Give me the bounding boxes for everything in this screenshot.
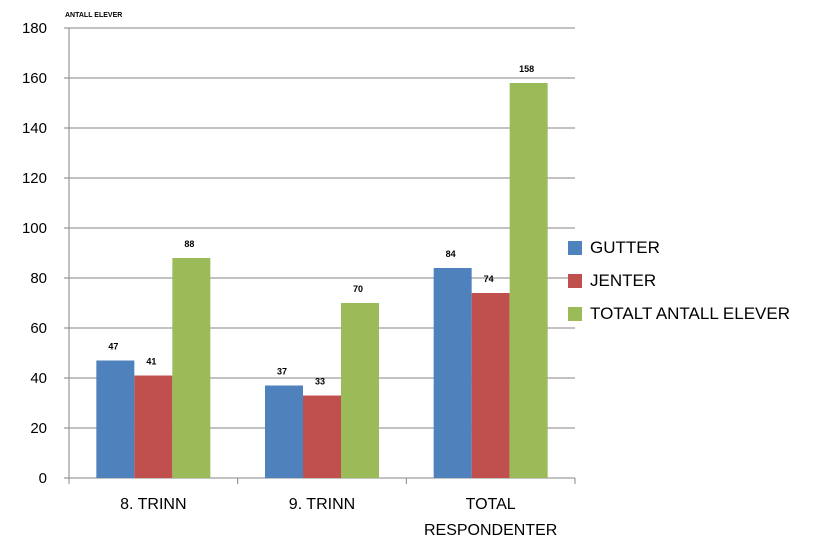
y-tick-label: 100 — [22, 220, 47, 237]
data-label: 70 — [353, 284, 363, 294]
category-label: RESPONDENTER — [424, 522, 557, 539]
bar-totalt-antall-elever — [341, 303, 379, 478]
data-label: 37 — [277, 367, 287, 377]
y-tick-label: 20 — [30, 420, 47, 437]
y-tick-label: 40 — [30, 370, 47, 387]
data-label: 158 — [519, 64, 534, 74]
legend-swatch — [568, 241, 582, 255]
legend-swatch — [568, 274, 582, 288]
y-tick-label: 120 — [22, 170, 47, 187]
y-tick-label: 140 — [22, 120, 47, 137]
bar-jenter — [303, 396, 341, 479]
category-label: 9. TRINN — [289, 496, 355, 513]
bar-gutter — [434, 268, 472, 478]
legend: GUTTER JENTER TOTALT ANTALL ELEVER — [568, 231, 790, 330]
data-label: 88 — [184, 239, 194, 249]
legend-item: GUTTER — [568, 231, 790, 264]
legend-label: TOTALT ANTALL ELEVER — [590, 304, 790, 324]
y-axis-label: ANTALL ELEVER — [65, 12, 122, 19]
legend-label: GUTTER — [590, 238, 660, 258]
bar-totalt-antall-elever — [510, 83, 548, 478]
bar-totalt-antall-elever — [172, 258, 210, 478]
bar-gutter — [265, 386, 303, 479]
y-tick-label: 180 — [22, 20, 47, 37]
bar-jenter — [472, 293, 510, 478]
legend-swatch — [568, 307, 582, 321]
data-label: 74 — [484, 274, 494, 284]
legend-item: JENTER — [568, 264, 790, 297]
legend-item: TOTALT ANTALL ELEVER — [568, 297, 790, 330]
y-tick-label: 80 — [30, 270, 47, 287]
y-tick-label: 60 — [30, 320, 47, 337]
category-label: TOTAL — [466, 496, 516, 513]
category-label: 8. TRINN — [120, 496, 186, 513]
bar-gutter — [96, 361, 134, 479]
legend-label: JENTER — [590, 271, 656, 291]
bar-jenter — [134, 376, 172, 479]
data-label: 84 — [446, 249, 456, 259]
data-label: 41 — [146, 357, 156, 367]
y-tick-label: 160 — [22, 70, 47, 87]
y-tick-label: 0 — [39, 470, 47, 487]
data-label: 47 — [108, 342, 118, 352]
data-label: 33 — [315, 377, 325, 387]
